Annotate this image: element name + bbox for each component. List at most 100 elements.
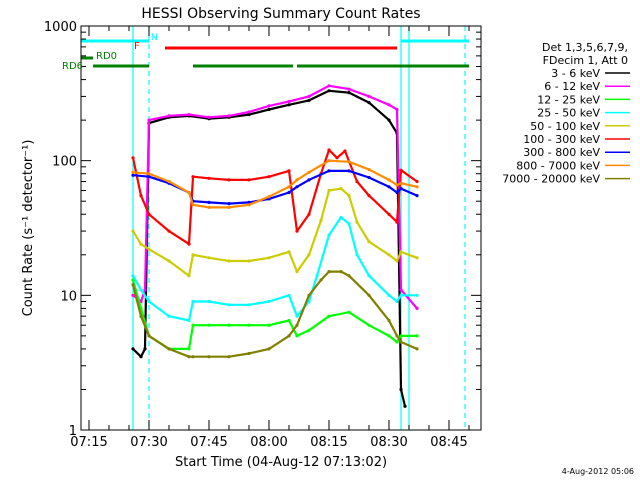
series-point-8 xyxy=(247,203,251,207)
series-point-4 xyxy=(415,293,419,297)
series-point-6 xyxy=(399,168,403,172)
series-point-8 xyxy=(415,185,419,189)
series-point-1 xyxy=(367,101,371,105)
series-point-4 xyxy=(139,288,143,292)
series-point-8 xyxy=(287,185,291,189)
series-point-4 xyxy=(147,299,151,304)
series-point-6 xyxy=(367,194,371,198)
series-point-2 xyxy=(207,115,211,119)
y-tick-label: 10 xyxy=(60,289,77,304)
series-point-4 xyxy=(347,222,351,226)
chart-title: HESSI Observing Summary Count Rates xyxy=(141,6,420,22)
series-point-9 xyxy=(347,274,351,278)
series-point-8 xyxy=(347,160,351,164)
legend-label-3: 12 - 25 keV xyxy=(537,93,600,106)
series-point-9 xyxy=(147,334,151,338)
series-point-2 xyxy=(347,87,351,91)
series-point-6 xyxy=(191,175,195,179)
series-point-9 xyxy=(395,334,399,338)
series-point-4 xyxy=(395,299,399,304)
series-point-5 xyxy=(139,242,143,246)
series-point-4 xyxy=(315,274,319,278)
series-point-8 xyxy=(295,178,299,182)
series-point-1 xyxy=(131,347,135,351)
series-point-6 xyxy=(295,229,299,233)
series-point-7 xyxy=(347,169,351,173)
series-point-2 xyxy=(415,306,419,310)
series-point-1 xyxy=(387,118,391,122)
series-point-7 xyxy=(387,185,391,189)
series-point-9 xyxy=(207,355,211,359)
series-point-3 xyxy=(247,323,251,327)
legend-label-5: 50 - 100 keV xyxy=(530,120,600,133)
series-point-9 xyxy=(295,323,299,327)
series-point-5 xyxy=(319,218,323,222)
series-point-7 xyxy=(295,185,299,189)
series-point-5 xyxy=(395,259,399,263)
series-point-8 xyxy=(267,195,271,199)
series-line-3 xyxy=(131,279,417,350)
plot-area xyxy=(81,26,469,430)
series-point-7 xyxy=(327,169,331,173)
series-point-2 xyxy=(327,84,331,88)
series-point-7 xyxy=(307,178,311,182)
series-point-5 xyxy=(347,194,351,198)
series-point-9 xyxy=(191,355,195,359)
series-point-8 xyxy=(131,170,135,174)
series-point-8 xyxy=(227,205,231,209)
series-point-5 xyxy=(247,259,251,263)
series-point-7 xyxy=(367,175,371,180)
series-point-1 xyxy=(307,98,311,102)
legend-label-8: 800 - 7000 keV xyxy=(516,159,600,172)
series-point-7 xyxy=(247,200,251,204)
series-point-9 xyxy=(139,314,143,318)
series-point-1 xyxy=(403,404,407,408)
series-point-5 xyxy=(295,270,299,274)
series-point-4 xyxy=(131,274,135,278)
series-point-9 xyxy=(339,270,343,274)
series-point-6 xyxy=(267,175,271,179)
series-point-2 xyxy=(247,110,251,114)
series-point-2 xyxy=(367,94,371,98)
x-axis-label: Start Time (04-Aug-12 07:13:02) xyxy=(175,455,387,470)
series-point-2 xyxy=(147,118,151,122)
series-point-8 xyxy=(187,190,191,195)
series-point-6 xyxy=(335,156,339,160)
series-point-5 xyxy=(387,253,391,257)
series-point-3 xyxy=(287,318,291,323)
series-point-9 xyxy=(247,351,251,356)
legend-label-4: 25 - 50 keV xyxy=(537,107,600,120)
series-point-9 xyxy=(307,293,311,297)
x-tick-label: 08:00 xyxy=(250,435,287,450)
series-point-4 xyxy=(387,293,391,297)
x-tick-label: 08:15 xyxy=(310,435,347,450)
series-point-5 xyxy=(339,187,343,191)
series-point-5 xyxy=(399,250,403,254)
series-point-4 xyxy=(307,299,311,304)
series-point-1 xyxy=(399,387,403,392)
series-point-5 xyxy=(307,253,311,257)
series-point-3 xyxy=(191,323,195,327)
series-point-7 xyxy=(207,200,211,204)
series-point-4 xyxy=(367,274,371,278)
x-tick-label: 07:15 xyxy=(70,435,107,450)
series-point-1 xyxy=(267,107,271,112)
series-point-5 xyxy=(327,188,331,193)
series-point-6 xyxy=(147,212,151,216)
series-point-6 xyxy=(343,149,347,153)
series-point-6 xyxy=(415,179,419,184)
flag-label-n: N xyxy=(151,33,158,43)
series-point-7 xyxy=(227,202,231,206)
x-tick-label: 08:45 xyxy=(430,435,467,450)
series-point-4 xyxy=(355,253,359,257)
series-point-3 xyxy=(395,340,399,344)
series-point-7 xyxy=(131,173,135,177)
series-point-8 xyxy=(207,205,211,209)
flag-label-rd0: RD0 xyxy=(96,51,117,62)
series-point-2 xyxy=(387,103,391,107)
series-point-9 xyxy=(387,318,391,323)
plot-frame xyxy=(80,25,482,431)
series-point-8 xyxy=(367,167,371,172)
